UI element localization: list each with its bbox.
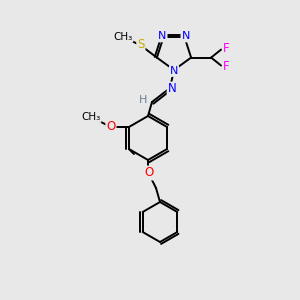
Text: F: F xyxy=(223,60,230,73)
Text: F: F xyxy=(223,42,230,55)
Text: O: O xyxy=(144,167,154,179)
Text: N: N xyxy=(182,32,190,41)
Text: S: S xyxy=(137,38,145,51)
Text: H: H xyxy=(139,95,147,105)
Text: CH₃: CH₃ xyxy=(81,112,101,122)
Text: O: O xyxy=(106,119,116,133)
Text: N: N xyxy=(170,66,178,76)
Text: N: N xyxy=(158,32,166,41)
Text: N: N xyxy=(168,82,176,95)
Text: CH₃: CH₃ xyxy=(113,32,133,42)
